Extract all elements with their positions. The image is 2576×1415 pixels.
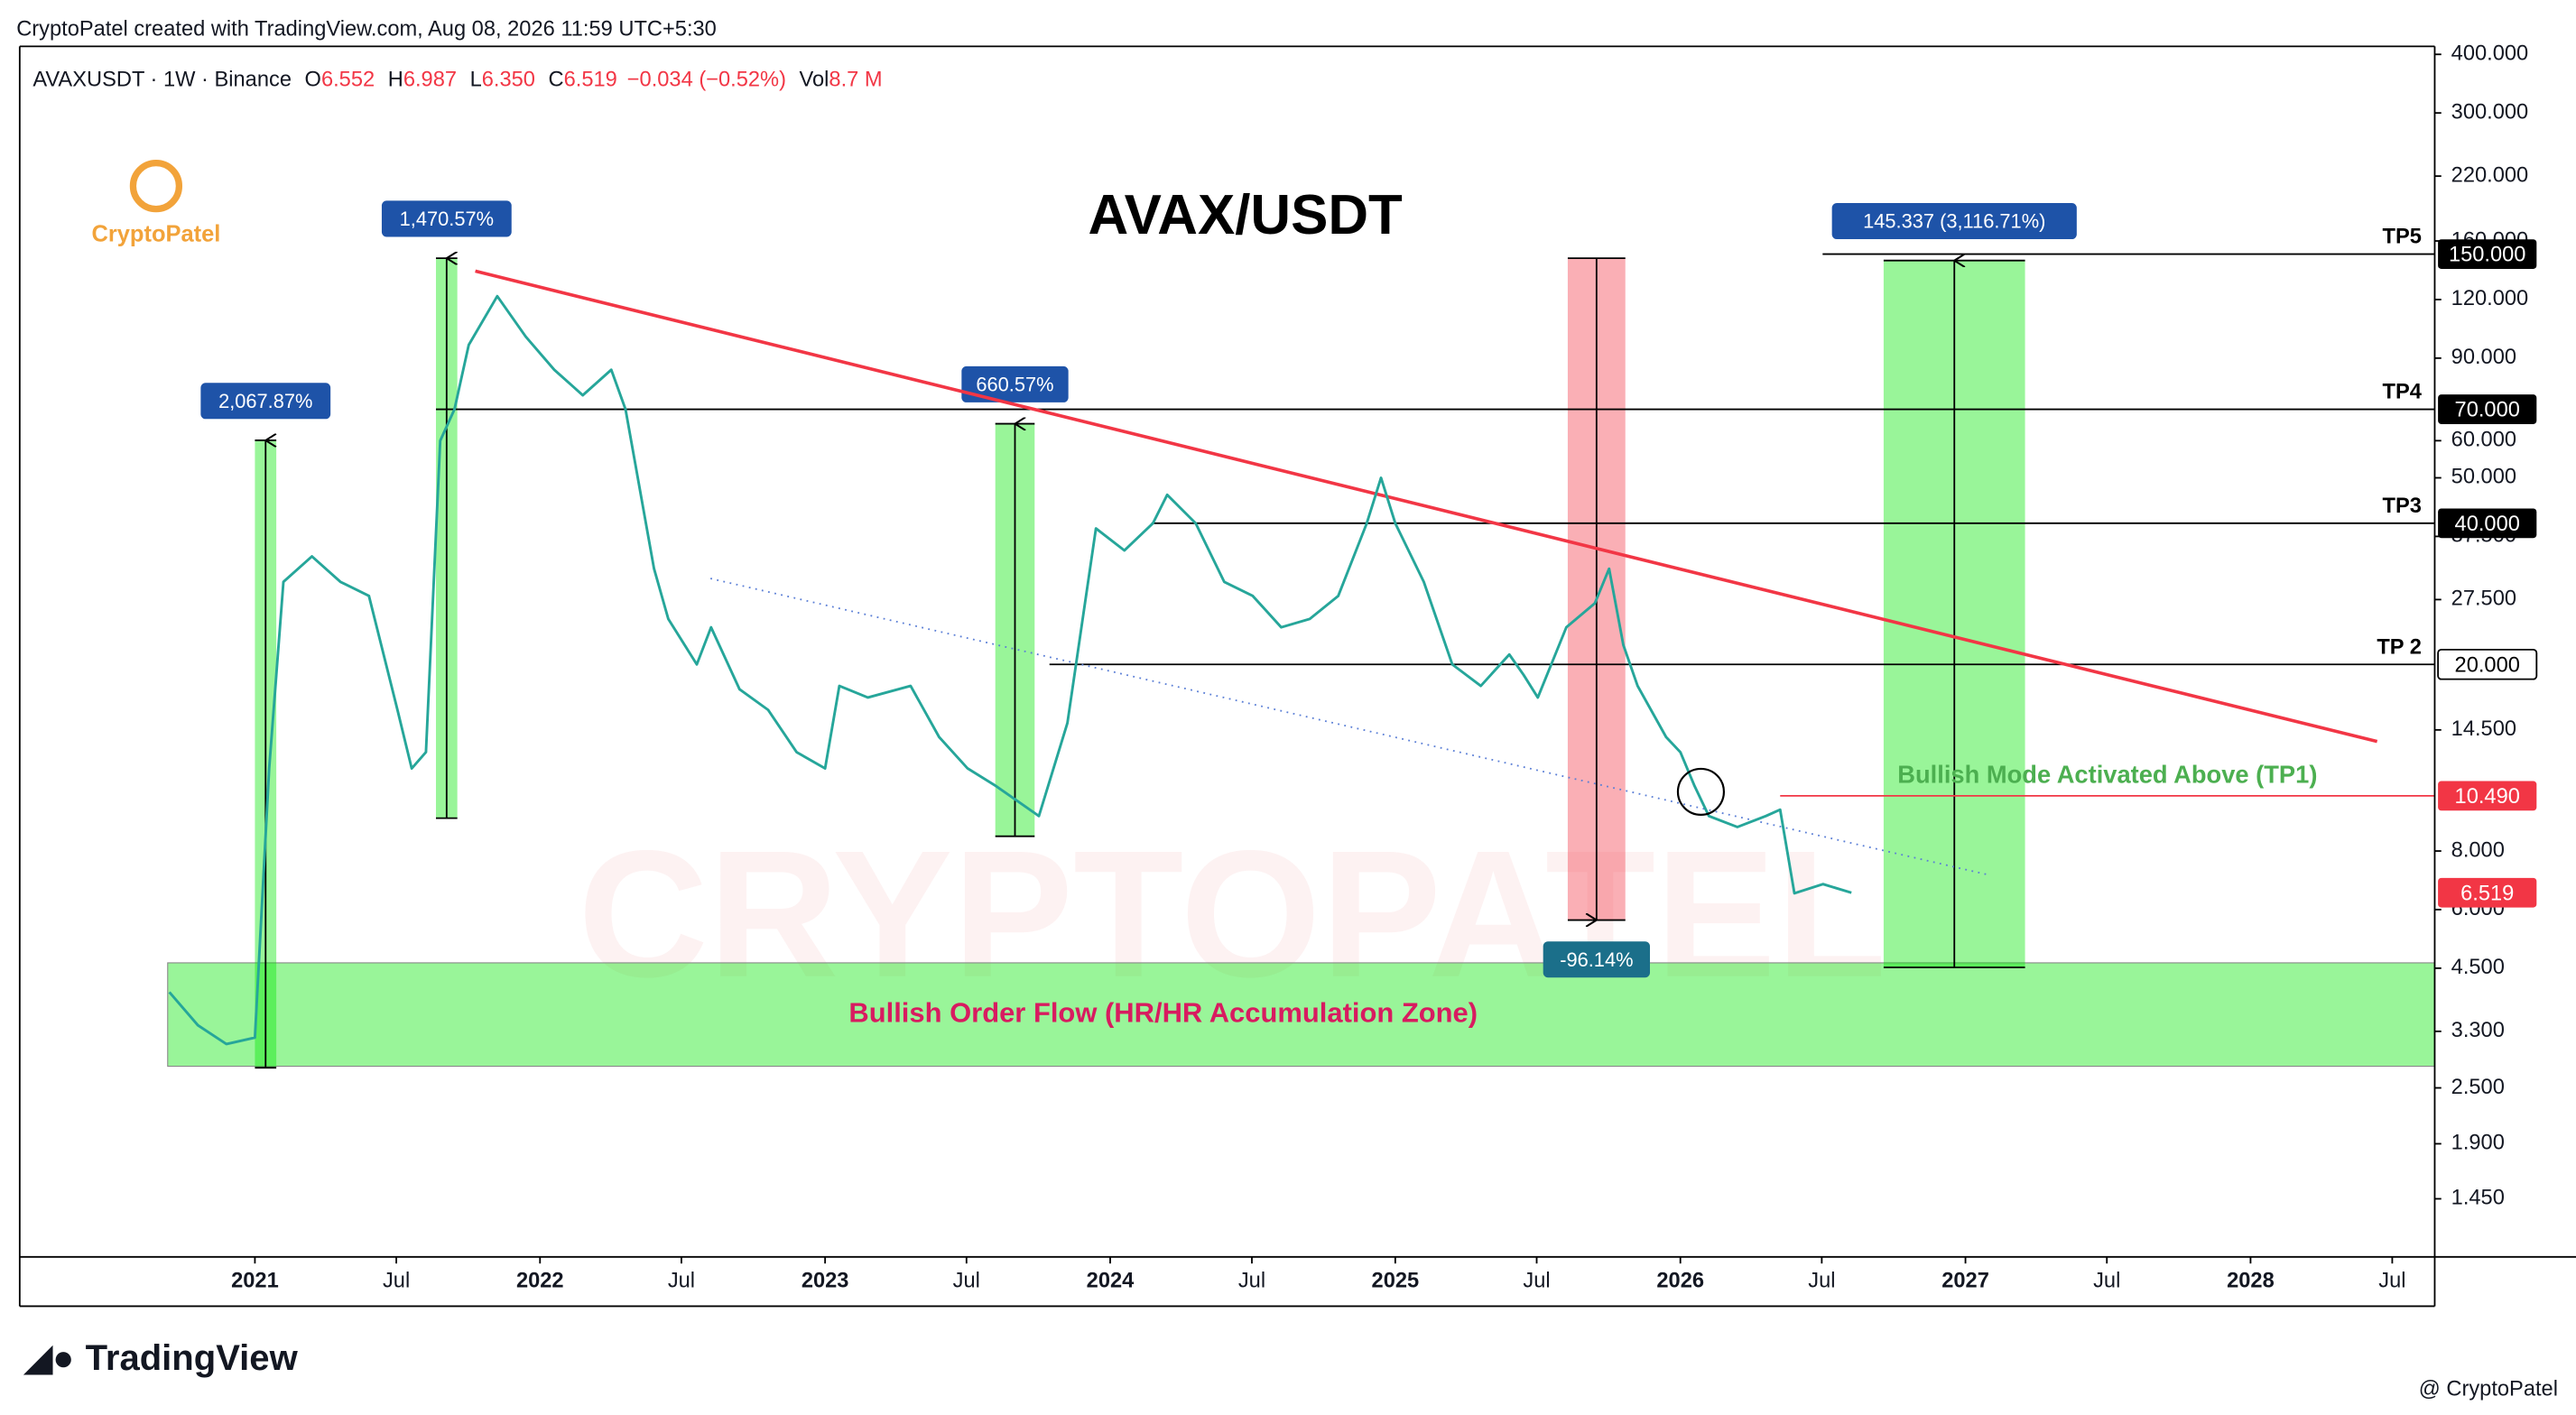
footer-brand: TradingView [86, 1338, 299, 1378]
y-tick-label: 400.000 [2451, 42, 2529, 65]
chart-title: AVAX/USDT [1088, 184, 1403, 246]
y-tick-label: 90.000 [2451, 346, 2516, 369]
y-tick-label: 120.000 [2451, 287, 2529, 310]
x-tick-label: Jul [1523, 1269, 1550, 1292]
trendline [475, 269, 2378, 744]
legend-ohlc-label: H [388, 69, 403, 92]
x-tick-label: Jul [383, 1269, 410, 1292]
price-line-label: TP4 [2383, 381, 2423, 404]
measure-label: 2,067.87% [218, 390, 312, 412]
legend-symbol: AVAXUSDT · 1W · Binance [32, 69, 292, 92]
price-line-box [2438, 394, 2537, 424]
y-tick-label: 220.000 [2451, 163, 2529, 187]
x-tick-label: 2027 [1941, 1269, 1989, 1292]
price-line-box-label: 70.000 [2455, 399, 2520, 422]
y-tick-label: 50.000 [2451, 466, 2516, 489]
y-tick-label: 14.500 [2451, 717, 2516, 741]
legend-volume-label: Vol [800, 69, 829, 92]
measure-label: 660.57% [976, 373, 1053, 395]
price-line-box-label: 150.000 [2449, 244, 2526, 267]
footer-logo-mark: ◢● [23, 1338, 74, 1378]
legend-ohlc-label: C [549, 69, 564, 92]
price-line-box [2438, 239, 2537, 269]
x-tick-label: Jul [668, 1269, 695, 1292]
price-line-box-label: 40.000 [2455, 513, 2520, 536]
price-line-box [2437, 648, 2538, 680]
x-tick-label: Jul [2093, 1269, 2120, 1292]
x-tick-label: 2023 [802, 1269, 849, 1292]
x-tick-label: 2022 [516, 1269, 564, 1292]
measure-label: 145.337 (3,116.71%) [1863, 210, 2045, 233]
y-tick-label: 2.500 [2451, 1076, 2505, 1099]
measure-label-box [381, 200, 512, 237]
current-price-box [2438, 877, 2537, 908]
legend-change: −0.034 (−0.52%) [627, 69, 786, 92]
legend-ohlc-label: L [470, 69, 482, 92]
legend-ohlc-label: O [305, 69, 321, 92]
logo-icon [129, 159, 183, 213]
x-tick-label: Jul [953, 1269, 980, 1292]
x-tick-label: Jul [1808, 1269, 1835, 1292]
measure-label: -96.14% [1560, 948, 1633, 971]
y-tick-label: 300.000 [2451, 100, 2529, 124]
x-tick-label: 2025 [1372, 1269, 1420, 1292]
legend-ohlc-value: 6.519 [564, 69, 617, 92]
legend: AVAXUSDT · 1W · Binance O6.552 H6.987 L6.35… [32, 69, 882, 92]
legend-ohlc-value: 6.987 [403, 69, 457, 92]
logo: CryptoPatel [91, 221, 220, 246]
watermark: CRYPTOPATEL [578, 814, 1886, 1015]
legend-volume: 8.7 M [829, 69, 882, 92]
legend-ohlc-value: 6.350 [482, 69, 535, 92]
measure-label-box [200, 383, 331, 420]
x-tick-label: Jul [2378, 1269, 2405, 1292]
measure-label-box [1543, 941, 1651, 978]
breakout-marker [1676, 767, 1726, 816]
x-tick-label: 2026 [1656, 1269, 1704, 1292]
legend-ohlc-value: 6.552 [321, 69, 375, 92]
accumulation-zone [167, 962, 2436, 1068]
price-line-label: Bullish Mode Activated Above (TP1) [1897, 760, 2317, 788]
price-line-box-label: 20.000 [2455, 653, 2520, 677]
x-tick-label: 2028 [2227, 1269, 2275, 1292]
price-line-series [168, 294, 1852, 1046]
y-tick-label: 27.500 [2451, 587, 2516, 611]
measure-label: 1,470.57% [400, 208, 494, 230]
price-line-label: TP5 [2383, 226, 2422, 249]
footer-author: @ CryptoPatel [2419, 1378, 2558, 1401]
y-tick-label: 4.500 [2451, 956, 2505, 979]
zone-label: Bullish Order Flow (HR/HR Accumulation Z… [848, 996, 1478, 1028]
x-tick-label: Jul [1238, 1269, 1265, 1292]
price-line-box [2438, 508, 2537, 539]
price-line-label: TP3 [2383, 495, 2422, 518]
y-tick-label: 3.300 [2451, 1019, 2505, 1042]
x-tick-label: 2024 [1087, 1269, 1135, 1292]
measure-label-box [961, 365, 1069, 402]
x-tick-label: 2021 [231, 1269, 279, 1292]
y-tick-label: 1.900 [2451, 1132, 2505, 1155]
y-tick-label: 1.450 [2451, 1187, 2505, 1210]
y-tick-label: 8.000 [2451, 838, 2505, 862]
price-line-box [2438, 781, 2537, 811]
price-line-label: TP 2 [2377, 635, 2422, 659]
credit: CryptoPatel created with TradingView.com… [16, 17, 717, 41]
current-price-box-label: 6.519 [2460, 882, 2514, 905]
price-line-box-label: 10.490 [2455, 785, 2520, 809]
measure-label-box [1831, 202, 2077, 240]
y-tick-label: 60.000 [2451, 429, 2516, 452]
